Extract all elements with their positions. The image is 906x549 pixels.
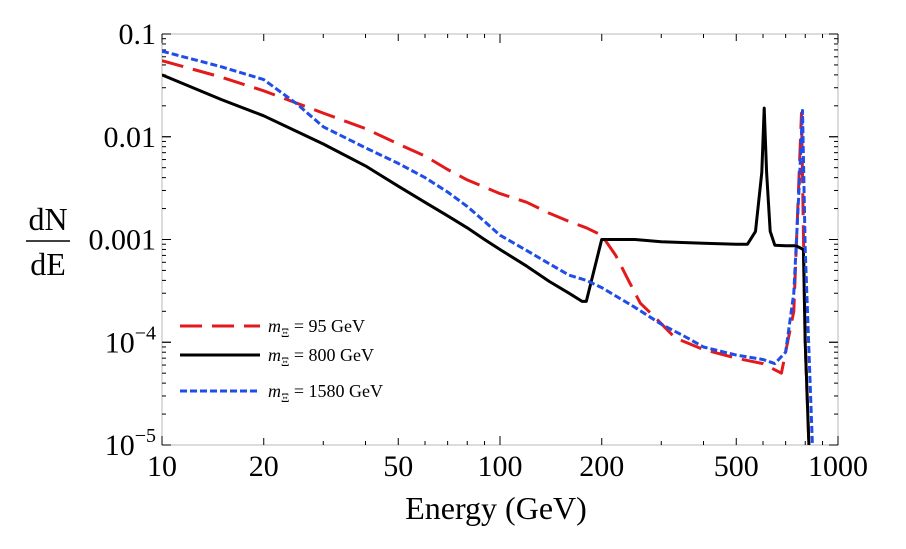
y-axis-title-denominator: dE: [30, 246, 66, 282]
legend-label: mΞ = 1580 GeV: [268, 381, 383, 405]
legend: mΞ = 95 GeV mΞ = 800 GeV mΞ = 1580 GeV: [180, 316, 383, 405]
x-tick-label: 500: [714, 450, 759, 483]
legend-label: mΞ = 800 GeV: [268, 345, 374, 369]
series-line-800-gev: [162, 73, 811, 445]
y-axis-title-numerator: dN: [28, 201, 67, 237]
x-tick-label: 20: [249, 450, 279, 483]
y-tick-label: 0.01: [104, 121, 157, 154]
legend-label: mΞ = 95 GeV: [268, 316, 365, 340]
x-axis-title: Energy (GeV): [405, 490, 587, 526]
x-axis: 10 20 50 100 200 500 1000: [147, 34, 868, 483]
x-tick-label: 100: [478, 450, 523, 483]
series-line-95-gev: [162, 59, 811, 445]
x-tick-label: 10: [147, 450, 177, 483]
x-tick-label: 200: [579, 450, 624, 483]
x-tick-label: 1000: [808, 450, 868, 483]
y-tick-label: 10−4: [105, 322, 156, 359]
series-group: [162, 49, 814, 445]
plot-frame: [161, 33, 839, 446]
x-tick-label: 50: [383, 450, 413, 483]
series-line-1580-gev: [162, 49, 814, 445]
y-tick-label: 0.1: [119, 18, 157, 51]
y-tick-label: 0.001: [89, 224, 157, 257]
